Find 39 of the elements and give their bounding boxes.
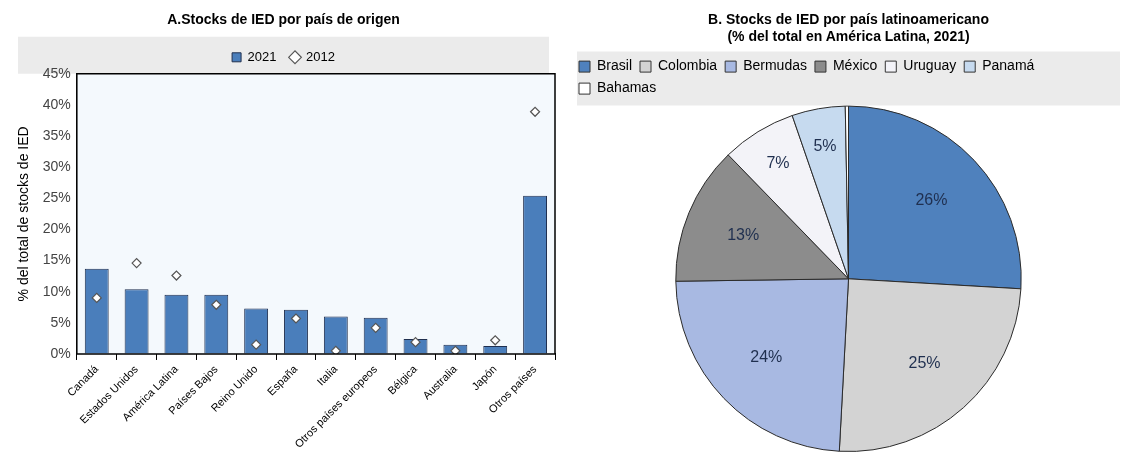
data-label: 26% — [915, 190, 948, 208]
point — [131, 257, 142, 269]
point — [330, 345, 341, 354]
legend-label: México — [832, 57, 878, 74]
y-tick-label: 30% — [42, 158, 71, 175]
data-label: 24% — [750, 348, 783, 366]
y-tick-label: 35% — [42, 126, 71, 143]
y-tick-label: 5% — [50, 313, 71, 330]
legend-label: Brasil — [597, 57, 633, 74]
point — [450, 345, 461, 354]
y-tick-label: 15% — [42, 251, 71, 268]
point — [171, 270, 182, 281]
y-tick-label: 0% — [50, 344, 71, 361]
point — [490, 335, 501, 346]
data-label: 5% — [813, 136, 837, 154]
y-tick-label: 40% — [42, 95, 71, 112]
y-tick-label: 45% — [42, 64, 71, 81]
point — [529, 106, 541, 117]
data-label: 7% — [766, 154, 790, 172]
legend-label: 2021 — [247, 48, 277, 64]
y-tick-label: 10% — [42, 282, 71, 299]
chart-title: B. Stocks de IED por país latinoamericano — [708, 11, 989, 28]
point — [211, 299, 222, 310]
point — [251, 339, 262, 350]
legend-label: Bahamas — [597, 79, 657, 96]
y-tick-label: 25% — [42, 189, 71, 206]
y-axis-title: % del total de stocks de IED — [15, 126, 32, 302]
data-label: 13% — [727, 225, 760, 243]
point — [370, 322, 381, 333]
point — [91, 292, 102, 304]
data-label: 25% — [908, 354, 941, 372]
legend-label: Panamá — [982, 57, 1035, 74]
legend-label: Uruguay — [903, 57, 957, 74]
legend-label: 2012 — [306, 48, 335, 64]
legend-label: Bermudas — [743, 57, 807, 74]
chart-title: A.Stocks de IED por país de origen — [167, 11, 400, 28]
chart-subtitle: (% del total en América Latina, 2021) — [727, 28, 970, 45]
y-tick-label: 20% — [42, 220, 71, 237]
legend-label: Colombia — [658, 57, 718, 74]
